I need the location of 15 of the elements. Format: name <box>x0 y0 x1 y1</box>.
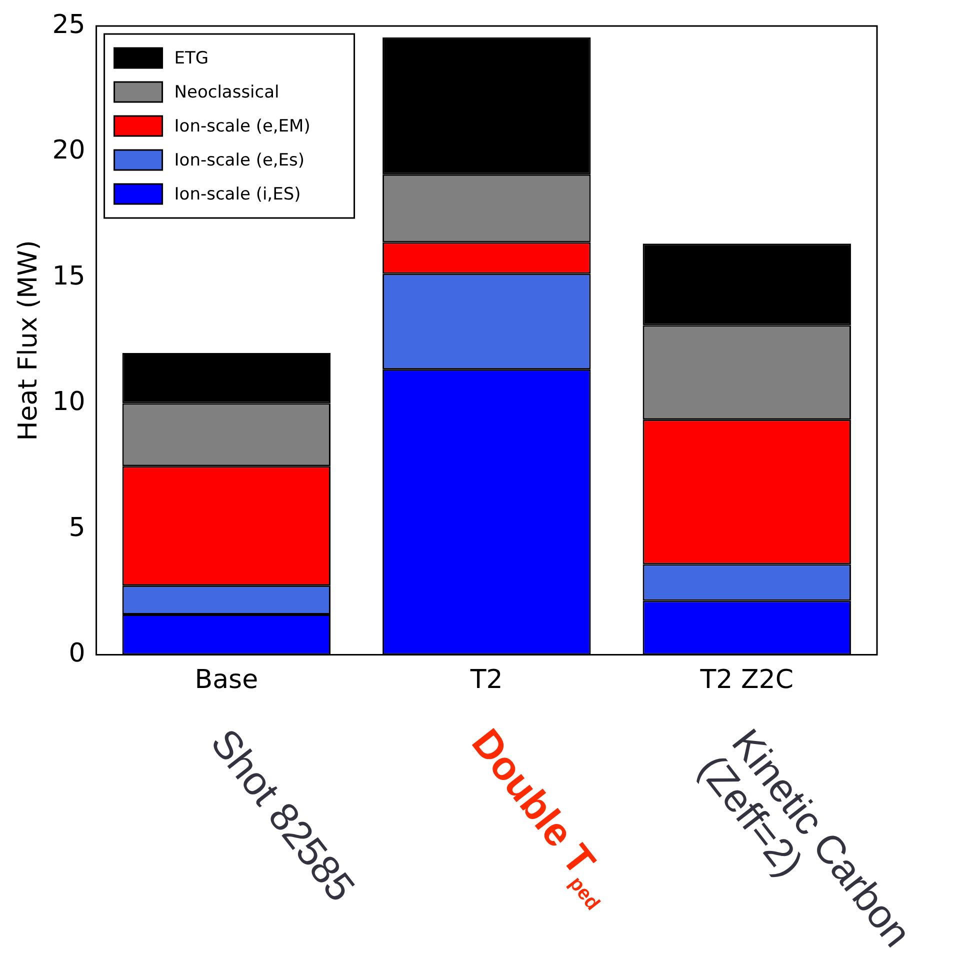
y-axis-title: Heat Flux (MW) <box>13 240 44 441</box>
y-tick-label: 25 <box>52 10 86 40</box>
x-tick-label: T2 <box>469 665 503 696</box>
legend-label: ETG <box>174 48 209 68</box>
legend-label: Ion-scale (e,Es) <box>174 150 305 170</box>
legend-label: Ion-scale (e,EM) <box>174 116 310 136</box>
y-tick-label: 0 <box>68 638 86 669</box>
x-tick-label: Base <box>194 665 258 696</box>
y-tick-label: 5 <box>68 512 86 543</box>
y-tick-label: 20 <box>52 136 86 166</box>
y-tick-label: 15 <box>52 261 86 292</box>
legend-label: Ion-scale (i,ES) <box>174 184 301 204</box>
x-tick-label: T2 Z2C <box>699 665 794 696</box>
legend-label: Neoclassical <box>174 82 280 102</box>
y-tick-label: 10 <box>52 387 86 418</box>
